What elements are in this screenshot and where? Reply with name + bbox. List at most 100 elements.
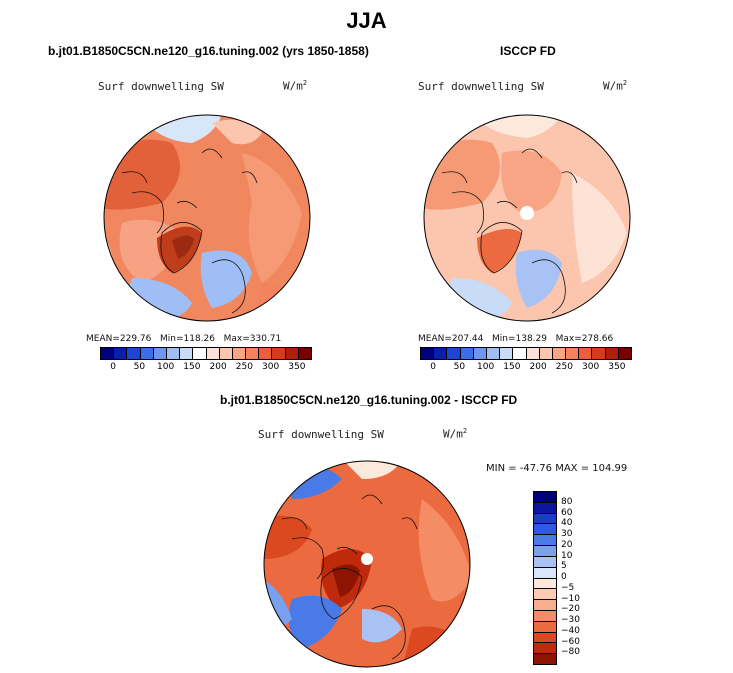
colorbar-tick-label: −60 bbox=[561, 636, 580, 647]
colorbar-swatch bbox=[298, 348, 311, 359]
colorbar-tick-label: 10 bbox=[561, 550, 573, 561]
colorbar-swatch bbox=[534, 502, 556, 514]
colorbar-tick-label: 250 bbox=[555, 362, 573, 372]
obs-colorbar bbox=[420, 347, 632, 360]
diff-panel-title: b.jt01.B1850C5CN.ne120_g16.tuning.002 - … bbox=[220, 393, 518, 407]
colorbar-swatch bbox=[513, 348, 527, 359]
colorbar-tick-label: −5 bbox=[561, 582, 575, 593]
diff-units-label: W/m2 bbox=[443, 427, 468, 441]
colorbar-swatch bbox=[166, 348, 181, 359]
colorbar-tick-label: 200 bbox=[209, 362, 227, 372]
colorbar-swatch bbox=[140, 348, 154, 359]
colorbar-tick-label: 150 bbox=[183, 362, 201, 372]
colorbar-tick-label: 300 bbox=[262, 362, 280, 372]
model-colorbar-ticks: 0 50 100 150 200 250 300 350 bbox=[100, 362, 310, 376]
colorbar-swatch bbox=[232, 348, 247, 359]
colorbar-swatch bbox=[539, 348, 553, 359]
colorbar-tick-label: 30 bbox=[561, 529, 573, 539]
model-colorbar bbox=[100, 347, 312, 360]
colorbar-tick-label: 100 bbox=[157, 362, 175, 372]
colorbar-swatch bbox=[592, 348, 606, 359]
colorbar-swatch bbox=[486, 348, 501, 359]
colorbar-swatch bbox=[534, 567, 556, 579]
colorbar-swatch bbox=[114, 348, 128, 359]
colorbar-swatch bbox=[460, 348, 474, 359]
colorbar-swatch bbox=[153, 348, 167, 359]
colorbar-swatch bbox=[534, 643, 556, 655]
diff-colorbar bbox=[533, 491, 557, 665]
colorbar-tick-label: 60 bbox=[561, 507, 573, 518]
colorbar-swatch bbox=[246, 348, 260, 359]
colorbar-swatch bbox=[605, 348, 619, 359]
colorbar-swatch bbox=[534, 546, 556, 557]
colorbar-tick-label: 350 bbox=[608, 362, 626, 372]
colorbar-swatch bbox=[206, 348, 220, 359]
colorbar-swatch bbox=[259, 348, 273, 359]
colorbar-tick-label: 40 bbox=[561, 518, 573, 529]
colorbar-swatch bbox=[534, 589, 556, 601]
diff-colorbar-ticks: 80 60 40 30 20 10 5 0 −5 −10 −20 −30 −40 −60 −80 bbox=[561, 491, 601, 663]
colorbar-tick-label: 20 bbox=[561, 539, 573, 550]
colorbar-swatch bbox=[127, 348, 141, 359]
colorbar-swatch bbox=[566, 348, 580, 359]
obs-variable-label: Surf downwelling SW bbox=[418, 80, 544, 93]
colorbar-swatch bbox=[421, 348, 435, 359]
colorbar-swatch bbox=[579, 348, 593, 359]
colorbar-tick-label: −10 bbox=[561, 593, 580, 604]
colorbar-tick-label: 350 bbox=[288, 362, 306, 372]
model-polar-map bbox=[103, 114, 311, 322]
colorbar-tick-label: −20 bbox=[561, 604, 580, 615]
colorbar-tick-label: −80 bbox=[561, 647, 580, 658]
colorbar-tick-label: 5 bbox=[561, 561, 567, 572]
colorbar-tick-label: 0 bbox=[430, 362, 436, 372]
colorbar-swatch bbox=[534, 632, 556, 644]
colorbar-swatch bbox=[473, 348, 487, 359]
colorbar-tick-label: 200 bbox=[529, 362, 547, 372]
colorbar-swatch bbox=[285, 348, 299, 359]
diff-variable-label: Surf downwelling SW bbox=[258, 428, 384, 441]
obs-polar-map bbox=[423, 114, 631, 322]
colorbar-tick-label: 150 bbox=[503, 362, 521, 372]
colorbar-swatch bbox=[534, 513, 556, 525]
colorbar-swatch bbox=[534, 654, 556, 664]
colorbar-swatch bbox=[500, 348, 514, 359]
colorbar-swatch bbox=[534, 621, 556, 633]
colorbar-swatch bbox=[534, 578, 556, 590]
obs-units-label: W/m2 bbox=[603, 79, 628, 93]
colorbar-swatch bbox=[534, 524, 556, 536]
colorbar-swatch bbox=[193, 348, 207, 359]
colorbar-swatch bbox=[180, 348, 194, 359]
colorbar-swatch bbox=[447, 348, 461, 359]
colorbar-tick-label: 50 bbox=[133, 362, 146, 372]
colorbar-swatch bbox=[534, 610, 556, 622]
main-title: JJA bbox=[346, 8, 387, 33]
colorbar-tick-label: −30 bbox=[561, 615, 580, 625]
colorbar-swatch bbox=[526, 348, 540, 359]
diff-minmax: MIN = -47.76 MAX = 104.99 bbox=[486, 463, 628, 474]
colorbar-tick-label: 0 bbox=[110, 362, 116, 372]
obs-panel-title: ISCCP FD bbox=[500, 44, 556, 58]
model-units-label: W/m2 bbox=[283, 79, 308, 93]
model-panel-title: b.jt01.B1850C5CN.ne120_g16.tuning.002 (y… bbox=[48, 44, 369, 58]
colorbar-tick-label: 100 bbox=[477, 362, 495, 372]
obs-colorbar-ticks: 0 50 100 150 200 250 300 350 bbox=[420, 362, 630, 376]
colorbar-swatch bbox=[534, 492, 556, 503]
colorbar-swatch bbox=[534, 600, 556, 611]
model-stats: MEAN=229.76 Min=118.26 Max=330.71 bbox=[86, 334, 282, 344]
colorbar-tick-label: 250 bbox=[235, 362, 253, 372]
colorbar-swatch bbox=[101, 348, 115, 359]
colorbar-swatch bbox=[534, 556, 556, 568]
colorbar-swatch bbox=[552, 348, 567, 359]
obs-stats: MEAN=207.44 Min=138.29 Max=278.66 bbox=[418, 334, 614, 344]
colorbar-tick-label: −40 bbox=[561, 625, 580, 636]
model-variable-label: Surf downwelling SW bbox=[98, 80, 224, 93]
colorbar-swatch bbox=[534, 535, 556, 547]
colorbar-tick-label: 300 bbox=[582, 362, 600, 372]
colorbar-swatch bbox=[618, 348, 631, 359]
colorbar-swatch bbox=[434, 348, 448, 359]
colorbar-swatch bbox=[272, 348, 286, 359]
diff-polar-map bbox=[263, 460, 471, 668]
colorbar-tick-label: 50 bbox=[453, 362, 466, 372]
colorbar-swatch bbox=[219, 348, 233, 359]
colorbar-tick-label: 80 bbox=[561, 496, 573, 507]
